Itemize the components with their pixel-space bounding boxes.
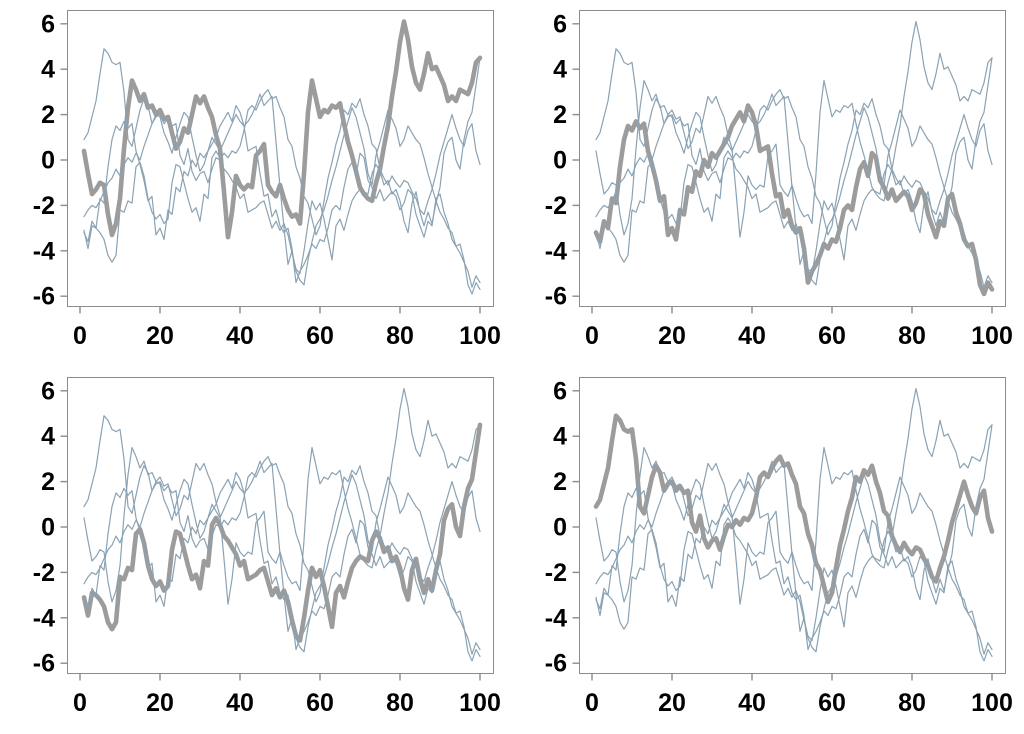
- plot-border: [579, 377, 1006, 674]
- y-tick-label: 4: [41, 423, 55, 451]
- series-series-1-line-highlighted: [81, 19, 483, 240]
- x-tick-label: 40: [738, 689, 766, 717]
- y-tick-label: 2: [41, 468, 55, 496]
- x-tick-label: 40: [226, 322, 254, 350]
- x-tick-label: 100: [459, 689, 501, 717]
- y-tick-label: -2: [545, 559, 567, 587]
- series-series-3-line: [83, 57, 481, 275]
- plot-border: [67, 10, 494, 307]
- y-tick-label: 0: [553, 147, 567, 175]
- series-series-2-line: [595, 471, 993, 662]
- panel-bottom-left: 0 20 40 60 80 100 -6 -4 -2 0 2 4 6: [0, 367, 512, 734]
- x-tick-label: 60: [306, 689, 334, 717]
- chart-top-right: 0 20 40 60 80 100 -6 -4 -2 0 2 4 6: [545, 10, 1013, 350]
- y-tick-label: 4: [553, 423, 567, 451]
- y-tick-label: 2: [553, 101, 567, 129]
- panel-top-right: 0 20 40 60 80 100 -6 -4 -2 0 2 4 6: [512, 0, 1024, 367]
- series-series-2-line: [83, 471, 481, 662]
- x-tick-label: 20: [658, 689, 686, 717]
- series-series-4-line: [595, 48, 993, 236]
- y-tick-label: -4: [33, 604, 55, 632]
- series-series-4-line-highlighted: [593, 413, 995, 605]
- y-tick-label: 0: [553, 514, 567, 542]
- plot-border: [579, 10, 1006, 307]
- series-series-5-line: [595, 93, 993, 288]
- x-tick-label: 100: [971, 322, 1013, 350]
- x-tick-label: 20: [146, 689, 174, 717]
- y-tick-label: 6: [553, 10, 567, 38]
- series-series-5-line: [83, 93, 481, 288]
- x-tick-label: 0: [585, 322, 599, 350]
- x-tick-label: 80: [898, 689, 926, 717]
- series-series-1-line: [595, 387, 993, 605]
- chart-top-left: 0 20 40 60 80 100 -6 -4 -2 0 2 4 6: [33, 10, 501, 350]
- y-tick-label: -6: [545, 283, 567, 311]
- series-series-1-line: [83, 387, 481, 605]
- y-tick-label: 4: [553, 56, 567, 84]
- panel-top-left: 0 20 40 60 80 100 -6 -4 -2 0 2 4 6: [0, 0, 512, 367]
- x-tick-label: 0: [73, 322, 87, 350]
- y-tick-label: 2: [41, 101, 55, 129]
- x-tick-label: 20: [658, 322, 686, 350]
- series-series-4-line: [83, 48, 481, 236]
- y-tick-label: 2: [553, 468, 567, 496]
- x-tick-label: 80: [386, 689, 414, 717]
- x-tick-label: 20: [146, 322, 174, 350]
- y-tick-label: -2: [33, 559, 55, 587]
- series-series-3-line: [595, 424, 993, 642]
- x-tick-label: 0: [73, 689, 87, 717]
- x-tick-label: 40: [226, 689, 254, 717]
- series-series-2-line-highlighted: [593, 103, 995, 297]
- y-tick-label: -4: [545, 237, 567, 265]
- chart-bottom-right: 0 20 40 60 80 100 -6 -4 -2 0 2 4 6: [545, 377, 1013, 717]
- x-tick-label: 60: [818, 322, 846, 350]
- series-series-3-line-highlighted: [81, 422, 483, 643]
- y-tick-label: -4: [33, 237, 55, 265]
- x-tick-label: 60: [818, 689, 846, 717]
- x-tick-label: 60: [306, 322, 334, 350]
- x-tick-label: 80: [898, 322, 926, 350]
- y-tick-label: 0: [41, 147, 55, 175]
- y-tick-label: 4: [41, 56, 55, 84]
- y-tick-label: 0: [41, 514, 55, 542]
- x-tick-label: 80: [386, 322, 414, 350]
- y-tick-label: -6: [33, 650, 55, 678]
- y-tick-label: -6: [545, 650, 567, 678]
- y-tick-label: -2: [545, 192, 567, 220]
- chart-bottom-left: 0 20 40 60 80 100 -6 -4 -2 0 2 4 6: [33, 377, 501, 717]
- y-tick-label: -6: [33, 283, 55, 311]
- y-tick-label: 6: [41, 10, 55, 38]
- plot-border: [67, 377, 494, 674]
- y-tick-label: -4: [545, 604, 567, 632]
- series-series-5-line: [83, 460, 481, 655]
- series-series-5-line: [595, 460, 993, 655]
- series-series-4-line: [83, 415, 481, 603]
- x-tick-label: 40: [738, 322, 766, 350]
- series-series-2-line: [83, 104, 481, 295]
- y-tick-label: 6: [553, 377, 567, 405]
- series-series-3-line: [595, 57, 993, 275]
- series-series-1-line: [595, 20, 993, 238]
- x-tick-label: 100: [459, 322, 501, 350]
- x-tick-label: 100: [971, 689, 1013, 717]
- y-tick-label: 6: [41, 377, 55, 405]
- panel-bottom-right: 0 20 40 60 80 100 -6 -4 -2 0 2 4 6: [512, 367, 1024, 734]
- y-tick-label: -2: [33, 192, 55, 220]
- x-tick-label: 0: [585, 689, 599, 717]
